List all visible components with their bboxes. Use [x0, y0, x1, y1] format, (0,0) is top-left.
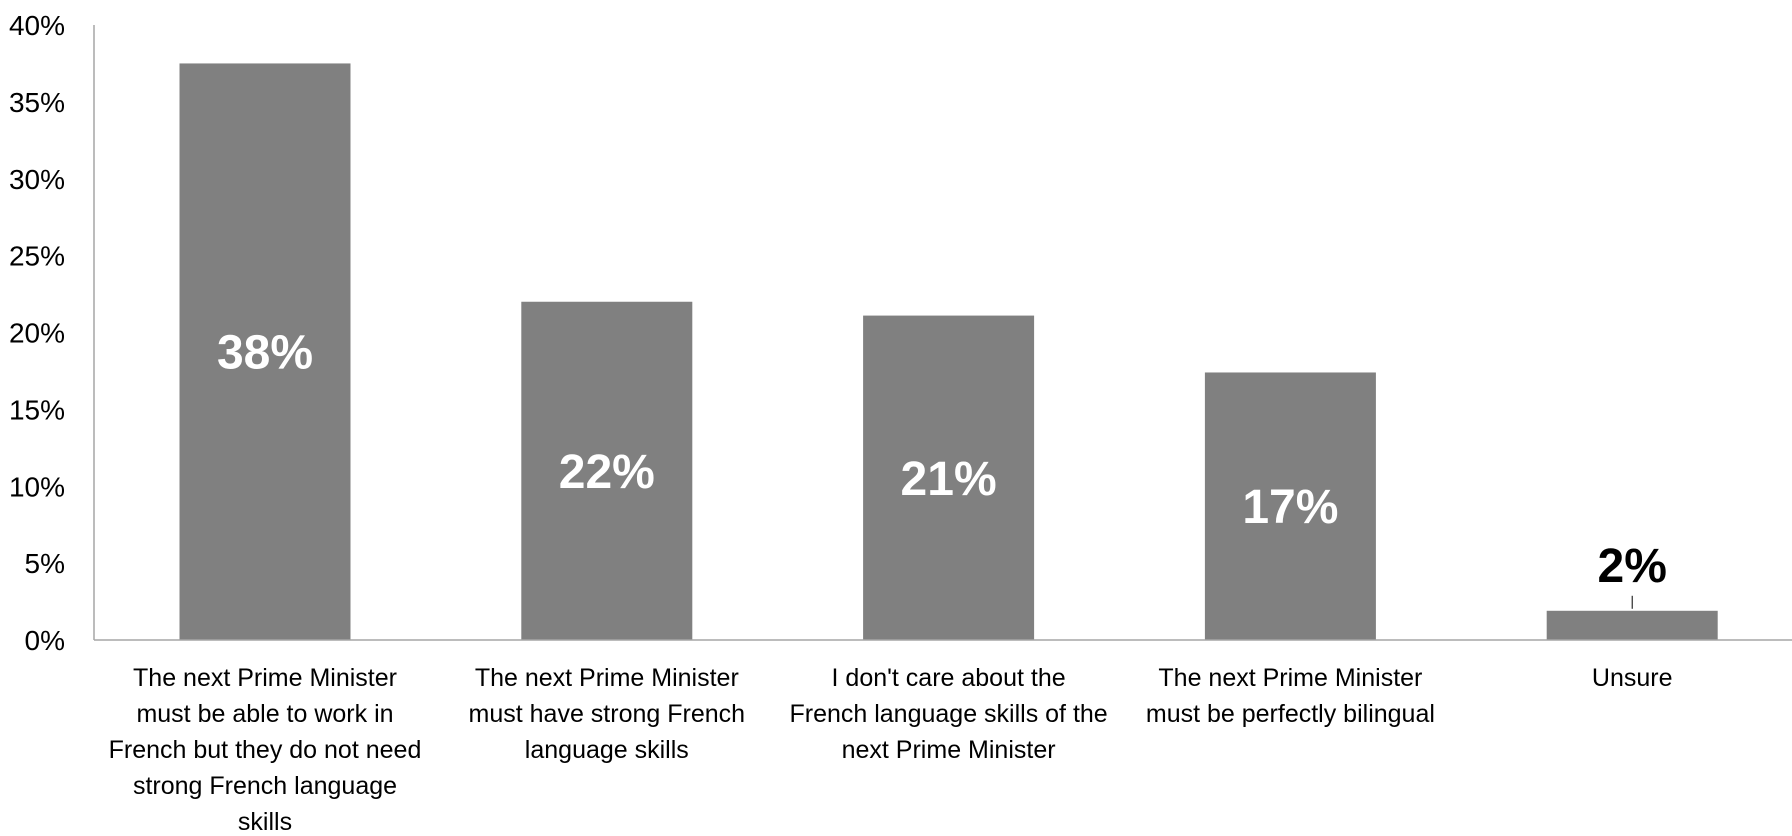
axes	[93, 25, 1792, 641]
y-tick-label: 25%	[9, 241, 65, 272]
category-label-line: must have strong French	[469, 700, 746, 728]
y-tick-label: 30%	[9, 164, 65, 195]
y-tick-label: 10%	[9, 471, 65, 502]
bar	[1204, 372, 1376, 640]
data-labels: 38% 22% 21% 17% 2%	[217, 327, 1667, 609]
category-label-line: skills	[238, 808, 292, 836]
y-tick-label: 0%	[25, 625, 65, 656]
bar	[179, 63, 351, 640]
category-label: The next Prime Minister must be perfectly…	[1146, 664, 1435, 728]
data-label: 17%	[1242, 481, 1338, 534]
category-labels: The next Prime Minister must be able to w…	[109, 664, 1673, 836]
data-label: 22%	[559, 446, 655, 499]
y-tick-label: 35%	[9, 87, 65, 118]
category-label-line: Unsure	[1592, 664, 1673, 692]
y-tick-label: 20%	[9, 318, 65, 349]
bar	[863, 315, 1035, 640]
data-label: 21%	[901, 453, 997, 506]
category-label-line: must be able to work in	[136, 700, 393, 728]
category-label-line: language skills	[525, 736, 689, 764]
y-tick-label: 5%	[25, 548, 65, 579]
category-label-line: must be perfectly bilingual	[1146, 700, 1435, 728]
category-label-line: next Prime Minister	[842, 736, 1056, 764]
category-label-line: strong French language	[133, 772, 397, 800]
data-label: 2%	[1598, 540, 1667, 593]
category-label: I don't care about the French language sk…	[789, 664, 1107, 764]
y-axis-ticks: 0% 5% 10% 15% 20% 25% 30% 35% 40%	[9, 10, 65, 656]
bars	[179, 63, 1718, 640]
category-label: The next Prime Minister must be able to w…	[109, 664, 422, 836]
y-tick-label: 15%	[9, 394, 65, 425]
data-label: 38%	[217, 327, 313, 380]
category-label: Unsure	[1592, 664, 1673, 692]
y-tick-label: 40%	[9, 10, 65, 41]
category-label-line: The next Prime Minister	[133, 664, 397, 692]
category-label: The next Prime Minister must have strong …	[469, 664, 746, 764]
bar	[521, 301, 693, 640]
category-label-line: I don't care about the	[832, 664, 1066, 692]
category-label-line: The next Prime Minister	[1158, 664, 1422, 692]
bar	[1546, 610, 1718, 640]
category-label-line: French but they do not need	[109, 736, 422, 764]
category-label-line: French language skills of the	[789, 700, 1107, 728]
category-label-line: The next Prime Minister	[475, 664, 739, 692]
